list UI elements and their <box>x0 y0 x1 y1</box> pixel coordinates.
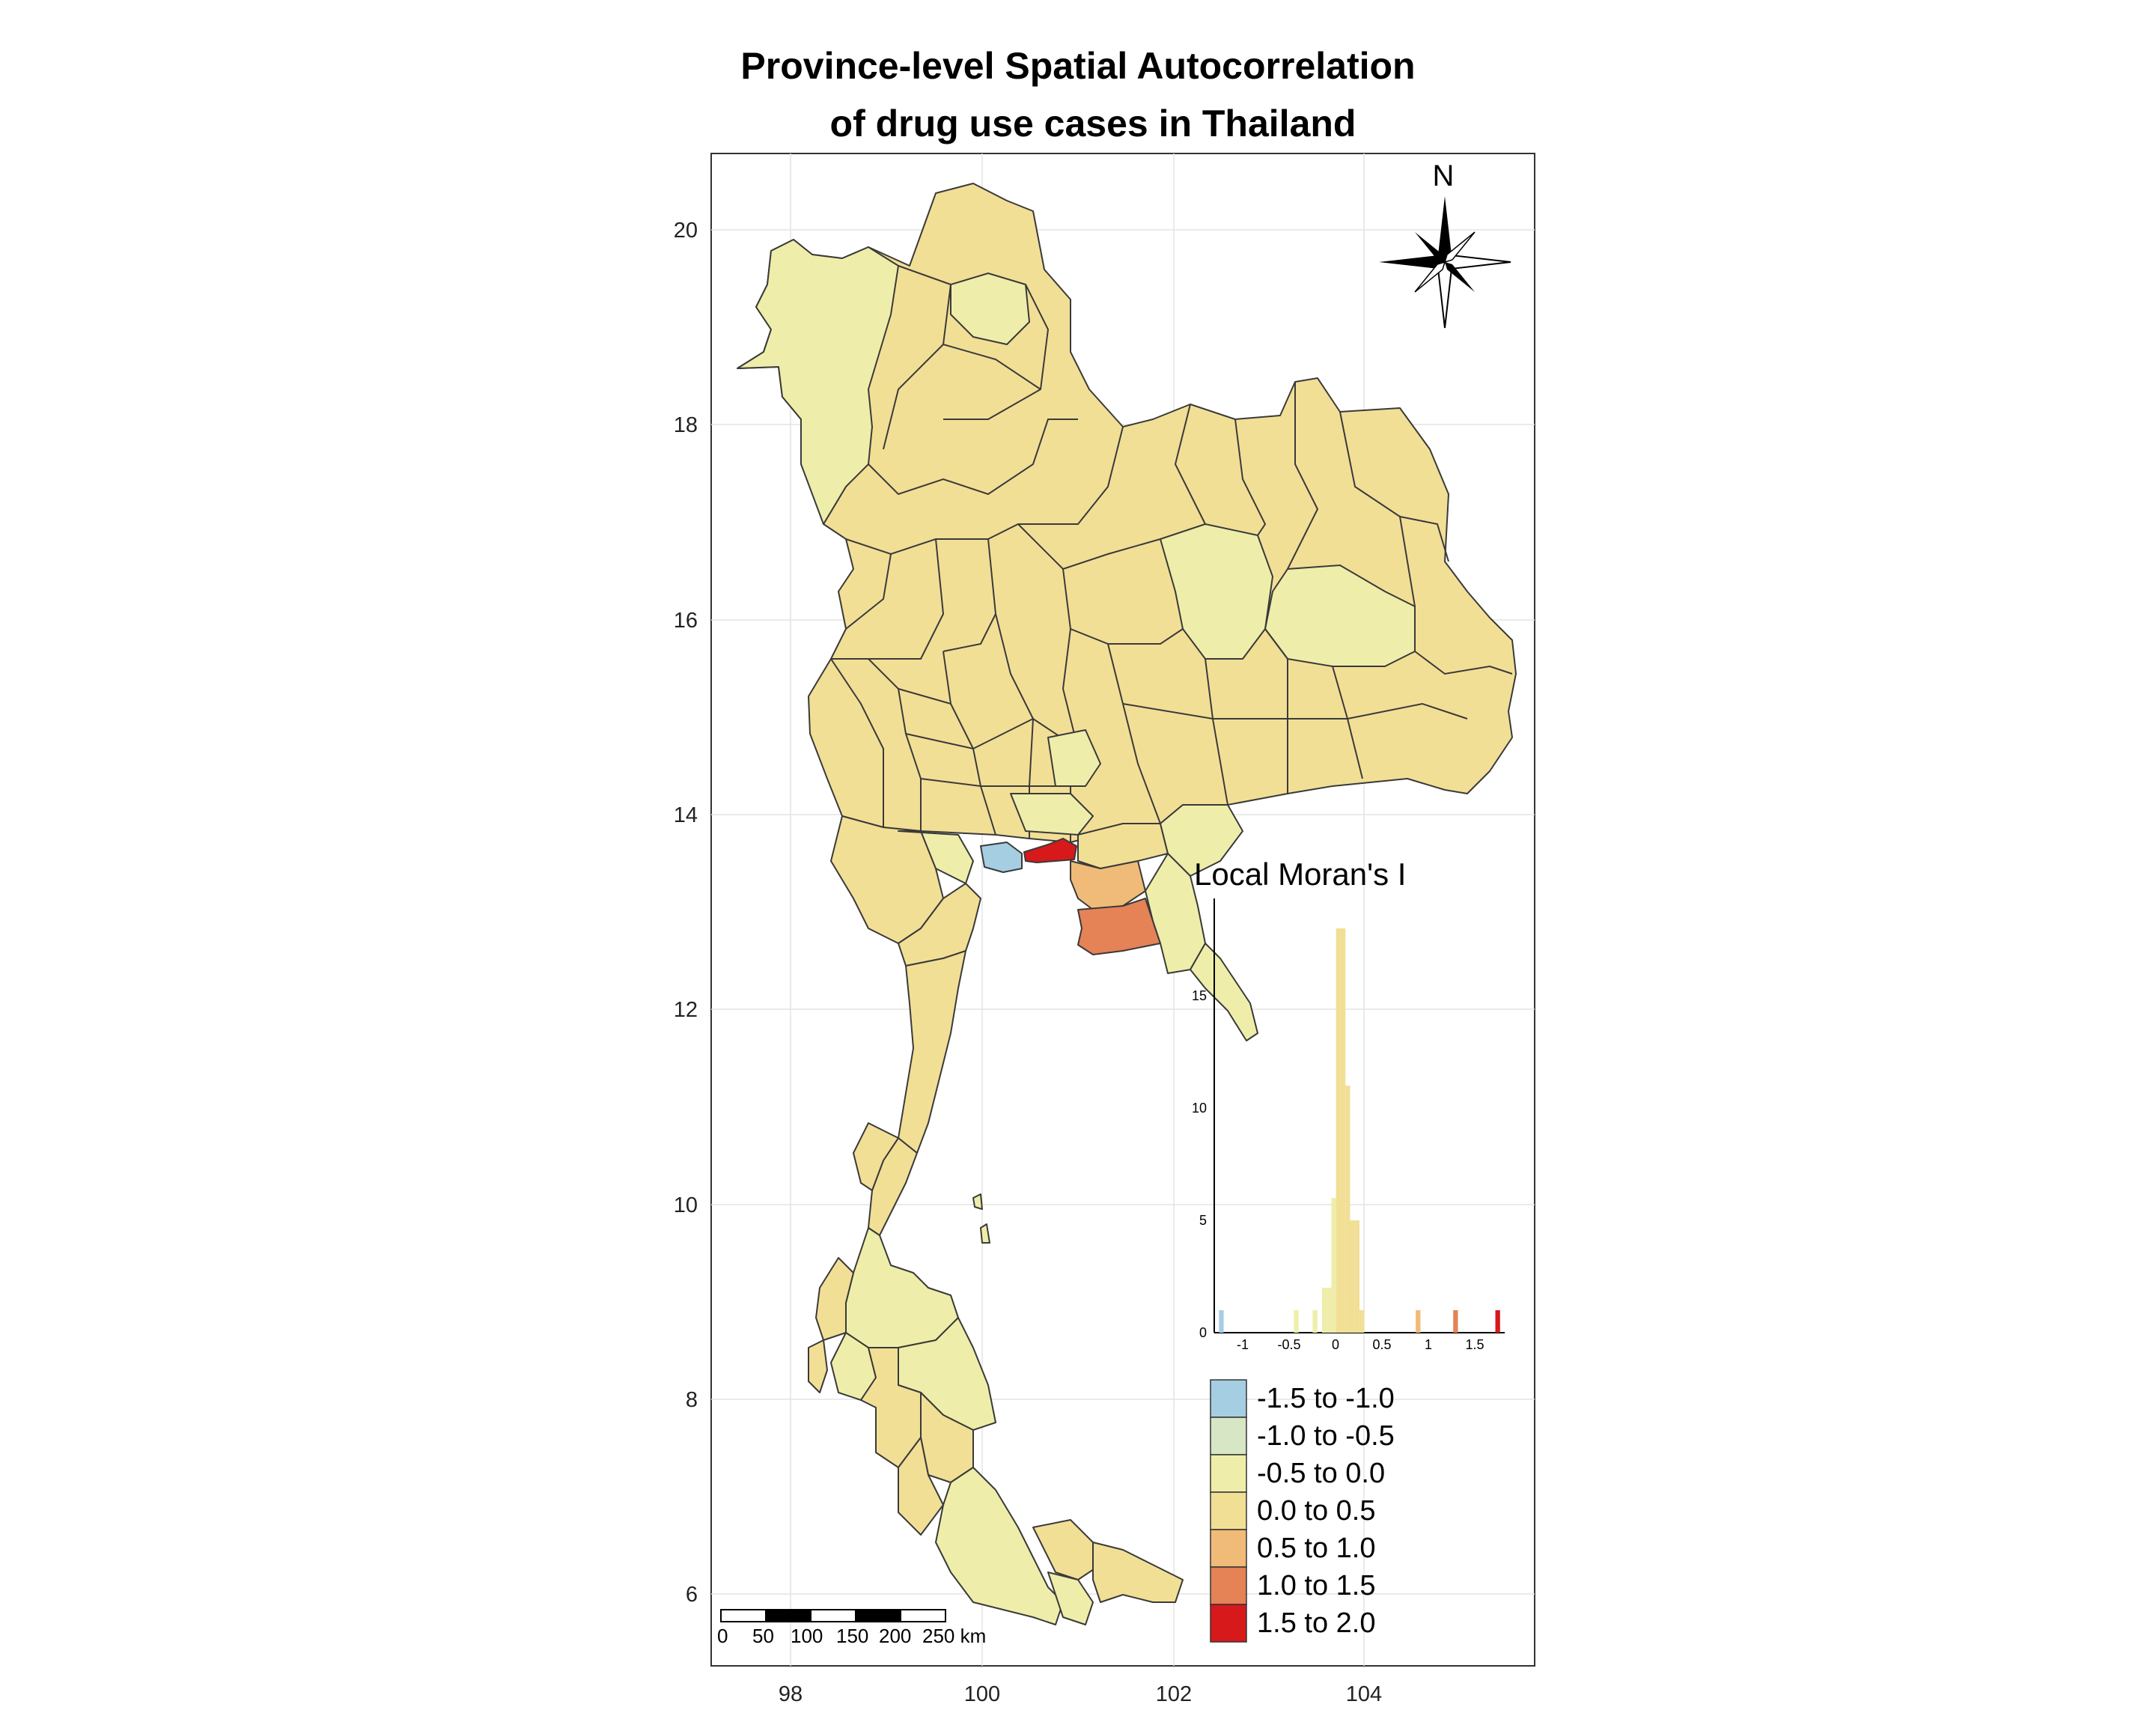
legend-swatch-4 <box>1210 1529 1247 1568</box>
histogram-bar-0 <box>1219 1310 1224 1333</box>
y-tick-12: 12 <box>674 998 698 1022</box>
y-tick-16: 16 <box>674 609 698 633</box>
legend: -1.5 to -1.0 -1.0 to -0.5 -0.5 to 0.0 0.0 t… <box>1210 1379 1395 1643</box>
histogram-x-ticks: -1 -0.5 0 0.5 1 1.5 <box>1237 1337 1484 1352</box>
legend-swatch-1 <box>1210 1417 1247 1455</box>
province-songkhla <box>935 1467 1064 1625</box>
scale-label-50: 50 <box>752 1625 774 1647</box>
hist-x-tick-neg05: -0.5 <box>1277 1337 1300 1352</box>
hist-y-tick-10: 10 <box>1192 1101 1207 1116</box>
province-chachoengsao <box>1077 823 1169 869</box>
hist-x-tick-1: 1 <box>1425 1337 1432 1352</box>
y-axis-ticks: 20 18 16 14 12 10 8 6 <box>674 219 698 1607</box>
legend-label-2: -0.5 to 0.0 <box>1257 1458 1385 1489</box>
province-narathiwat <box>1092 1542 1184 1603</box>
province-north-base <box>737 183 1517 843</box>
x-axis-ticks: 98 100 102 104 <box>779 1682 1382 1706</box>
hist-y-tick-5: 5 <box>1199 1213 1207 1228</box>
province-south-island-2 <box>972 1193 983 1210</box>
histogram-title: Local Moran's I <box>1194 857 1406 892</box>
legend-label-1: -1.0 to -0.5 <box>1257 1420 1395 1452</box>
histogram-bar-7 <box>1341 928 1346 1333</box>
x-tick-104: 104 <box>1346 1682 1382 1706</box>
province-south-island-1 <box>980 1223 990 1244</box>
histogram-bar-3 <box>1321 1288 1327 1333</box>
compass-rose-icon <box>1379 196 1511 329</box>
province-phayao <box>950 273 1030 345</box>
scale-label-200: 200 <box>879 1625 911 1647</box>
y-tick-14: 14 <box>674 803 698 827</box>
histogram-bar-12 <box>1416 1310 1421 1333</box>
histogram-bars <box>1219 928 1500 1333</box>
histogram-bar-4 <box>1327 1288 1332 1333</box>
scale-label-0: 0 <box>717 1625 728 1647</box>
title-line-2: of drug use cases in Thailand <box>830 103 1356 144</box>
scale-label-150: 150 <box>836 1625 868 1647</box>
province-ranong <box>853 1122 899 1191</box>
histogram-bar-2 <box>1312 1310 1318 1333</box>
legend-swatch-0 <box>1210 1379 1247 1418</box>
x-tick-100: 100 <box>964 1682 1000 1706</box>
province-pathum-thani <box>1010 793 1094 836</box>
y-tick-20: 20 <box>674 219 698 243</box>
x-tick-102: 102 <box>1156 1682 1192 1706</box>
y-tick-6: 6 <box>686 1583 698 1607</box>
legend-swatch-3 <box>1210 1491 1247 1530</box>
histogram-bar-9 <box>1350 1220 1355 1333</box>
y-tick-18: 18 <box>674 413 698 437</box>
province-rayong <box>1077 898 1161 955</box>
histogram-bar-11 <box>1359 1310 1365 1333</box>
hist-y-tick-15: 15 <box>1192 988 1207 1003</box>
province-yala <box>1047 1572 1094 1625</box>
legend-label-6: 1.5 to 2.0 <box>1257 1607 1375 1639</box>
legend-label-3: 0.0 to 0.5 <box>1257 1495 1375 1527</box>
hist-x-tick-05: 0.5 <box>1372 1337 1391 1352</box>
title-line-1: Province-level Spatial Autocorrelation <box>740 45 1415 87</box>
province-prachuap <box>898 950 966 1154</box>
scale-label-100: 100 <box>791 1625 823 1647</box>
histogram-bar-14 <box>1495 1310 1500 1333</box>
province-borders-north <box>830 265 1513 842</box>
histogram-bar-6 <box>1336 928 1341 1333</box>
province-trat <box>1190 943 1258 1041</box>
y-tick-8: 8 <box>686 1388 698 1412</box>
province-phang-nga <box>815 1257 854 1341</box>
legend-swatch-6 <box>1210 1604 1247 1643</box>
legend-label-5: 1.0 to 1.5 <box>1257 1570 1375 1601</box>
histogram-bar-8 <box>1345 1086 1350 1333</box>
province-mae-hong-son <box>737 239 899 525</box>
histogram-bar-5 <box>1331 1198 1336 1333</box>
hist-x-tick-0: 0 <box>1332 1337 1339 1352</box>
hist-x-tick-15: 1.5 <box>1465 1337 1484 1352</box>
province-ang-thong <box>1047 729 1101 787</box>
province-phuket <box>808 1339 828 1393</box>
legend-label-0: -1.5 to -1.0 <box>1257 1383 1395 1414</box>
legend-swatch-5 <box>1210 1566 1247 1605</box>
hist-x-tick-neg1: -1 <box>1237 1337 1249 1352</box>
x-tick-98: 98 <box>779 1682 803 1706</box>
histogram-bar-13 <box>1453 1310 1458 1333</box>
histogram-inset: Local Moran's I 0 5 10 15 -1 -0.5 0 0.5 … <box>1192 857 1505 1352</box>
provinces <box>737 183 1517 1625</box>
histogram-y-ticks: 0 5 10 15 <box>1192 988 1207 1340</box>
histogram-bar-10 <box>1354 1220 1359 1333</box>
legend-swatch-2 <box>1210 1454 1247 1493</box>
province-samut-prakan <box>1023 838 1077 863</box>
y-tick-10: 10 <box>674 1193 698 1217</box>
province-kalasin <box>1160 523 1273 660</box>
legend-label-4: 0.5 to 1.0 <box>1257 1533 1375 1564</box>
scale-label-250: 250 km <box>922 1625 986 1647</box>
north-arrow: N <box>1379 159 1511 329</box>
province-roi-et <box>1264 565 1416 667</box>
hist-y-tick-0: 0 <box>1199 1325 1207 1340</box>
scale-bar: 0 50 100 150 200 250 km <box>717 1609 986 1647</box>
province-samut-sakhon <box>980 842 1023 873</box>
histogram-bar-1 <box>1294 1310 1299 1333</box>
north-label: N <box>1433 159 1455 192</box>
